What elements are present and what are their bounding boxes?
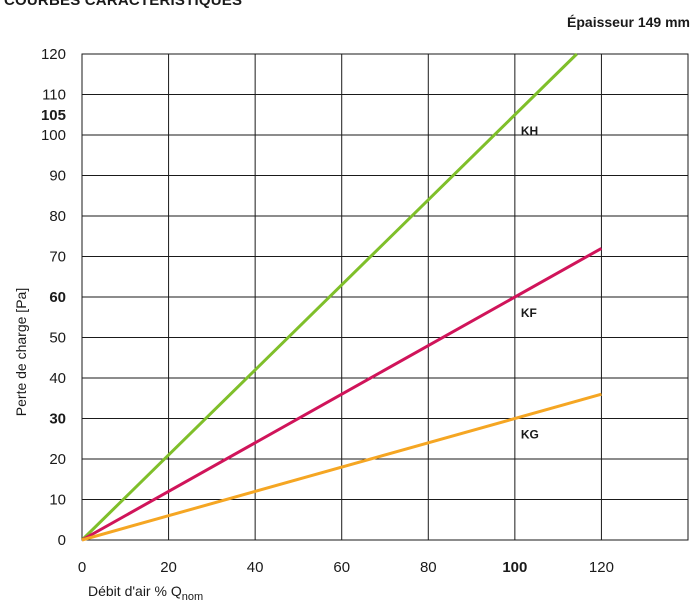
y-tick-label: 80 <box>49 208 66 225</box>
x-tick-label: 60 <box>333 559 350 576</box>
y-tick-label: 0 <box>58 532 66 549</box>
y-tick-label: 60 <box>49 289 66 306</box>
y-tick-label: 110 <box>42 87 66 104</box>
x-tick-label: 0 <box>78 559 86 576</box>
y-tick-label: 50 <box>49 330 66 347</box>
chart-title: COURBES CARACTÉRISTIQUES <box>4 0 243 9</box>
y-tick-label: 30 <box>49 411 66 428</box>
series-label-kf: KF <box>521 306 537 320</box>
x-tick-label: 100 <box>502 559 527 576</box>
y-tick-label: 105 <box>41 107 66 124</box>
x-tick-label: 120 <box>589 559 614 576</box>
chart-subtitle: Épaisseur 149 mm <box>567 14 690 30</box>
y-tick-label: 100 <box>41 127 66 144</box>
x-tick-label: 80 <box>420 559 437 576</box>
x-tick-label: 40 <box>247 559 264 576</box>
y-axis-label: Perte de charge [Pa] <box>13 288 29 416</box>
y-tick-label: 40 <box>49 370 66 387</box>
y-tick-label: 20 <box>49 451 66 468</box>
series-label-kg: KG <box>521 428 539 442</box>
y-tick-label: 10 <box>49 492 66 509</box>
series-line-kf <box>81 247 603 542</box>
series-line-kh <box>80 52 578 542</box>
x-tick-label: 20 <box>160 559 177 576</box>
x-axis-label: Débit d'air % Qnom <box>88 583 203 603</box>
y-tick-label: 90 <box>49 168 66 185</box>
series-label-kh: KH <box>521 124 538 138</box>
y-tick-label: 120 <box>41 46 66 63</box>
series-line-kg <box>81 392 602 542</box>
y-tick-label: 70 <box>49 249 66 266</box>
